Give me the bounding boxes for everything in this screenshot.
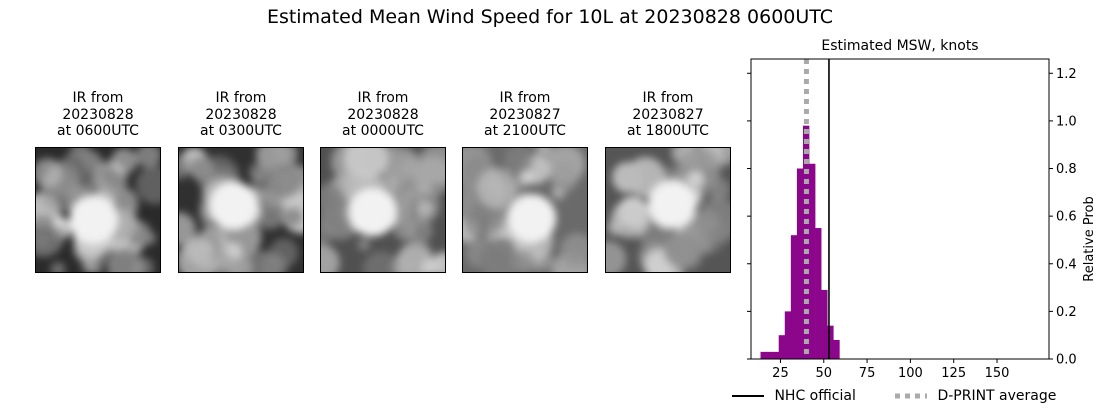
y-tick-label: 0.8 [1056,162,1077,177]
x-tick-label: 25 [772,366,789,381]
ir-panel-caption-line: at 1800UTC [627,123,709,139]
y-tick-label: 0.6 [1056,210,1077,225]
ir-panel-caption: IR from 20230828 at 0300UTC [158,90,324,140]
ir-panel-caption-line: 20230827 [632,106,704,123]
ir-panel-caption-line: 20230828 [62,106,134,123]
ir-panel-caption: IR from 20230827 at 2100UTC [442,90,608,140]
ir-satellite-image [178,147,304,273]
x-tick-label: 75 [859,366,876,381]
ir-panel-caption-line: at 0300UTC [200,123,282,139]
ir-panel-caption: IR from 20230828 at 0600UTC [15,90,181,140]
legend-label-dprint: D-PRINT average [937,388,1057,404]
ir-panel-caption-line: at 0600UTC [57,123,139,139]
histogram-bar [772,351,780,359]
ir-panel-caption-line: IR from [499,90,551,106]
ir-panel-caption-line: 20230828 [347,106,419,123]
ir-panel-caption-line: IR from [72,90,124,106]
x-tick-label: 100 [898,366,923,381]
ir-panel-caption-line: at 2100UTC [484,123,566,139]
histogram-bar [784,311,792,359]
legend-dotted-line-icon [895,393,927,399]
histogram-bar [809,163,816,359]
y-tick-label: 0.2 [1056,305,1077,320]
ir-satellite-image [605,147,731,273]
y-tick-label: 0.4 [1056,257,1077,272]
histogram-bar [760,351,767,359]
x-tick-label: 150 [985,366,1010,381]
ir-panel-caption-line: 20230827 [489,106,561,123]
legend-label-nhc: NHC official [774,388,856,404]
msw-histogram-chart: 25 50 75 100 125 150 0.0 0.2 0.4 0.6 0.8 1.0 1.2 Esti… [747,38,1097,381]
histogram-bar [827,325,834,359]
x-tick-label: 125 [941,366,966,381]
histogram-bar [821,289,828,359]
y-tick-label: 1.2 [1056,67,1077,82]
ir-panel-caption: IR from 20230828 at 0000UTC [300,90,466,140]
ir-panel-caption-line: at 0000UTC [342,123,424,139]
y-tick-label: 1.0 [1056,114,1077,129]
ir-satellite-image [462,147,588,273]
legend-solid-line-icon [732,395,764,397]
histogram-bar [790,235,798,359]
plot-frame [750,58,1050,360]
histogram-bar [796,168,804,359]
chart-title: Estimated MSW, knots [821,38,978,54]
x-tick-label: 50 [815,366,832,381]
ir-panel-caption-line: IR from [215,90,267,106]
y-axis-label: Relative Prob [1082,196,1097,281]
ir-satellite-image [35,147,161,273]
ir-panel-caption-line: IR from [357,90,409,106]
ir-panel-caption-line: IR from [642,90,694,106]
ir-panel-caption: IR from 20230827 at 1800UTC [585,90,751,140]
histogram-bar [815,228,822,359]
ir-panel-caption-line: 20230828 [205,106,277,123]
histogram-bar [766,351,773,359]
legend-nhc-official: NHC official [732,388,856,404]
histogram-bar [778,335,786,359]
histogram-bar [833,339,840,359]
legend-dprint-average: D-PRINT average [895,388,1056,404]
ir-satellite-image [320,147,446,273]
figure-title: Estimated Mean Wind Speed for 10L at 202… [266,6,834,28]
y-tick-label: 0.0 [1056,353,1077,368]
